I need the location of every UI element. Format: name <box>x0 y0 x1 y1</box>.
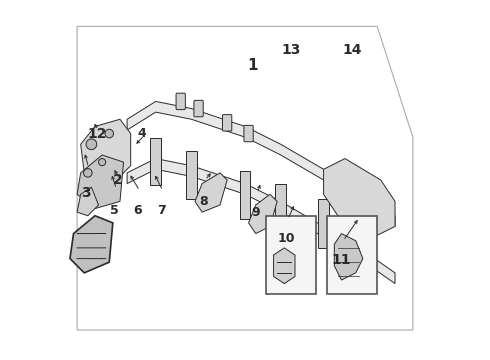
Polygon shape <box>81 119 131 187</box>
Polygon shape <box>186 151 197 199</box>
Polygon shape <box>70 216 113 273</box>
Polygon shape <box>323 158 395 237</box>
Text: 6: 6 <box>133 204 142 217</box>
Polygon shape <box>275 184 286 232</box>
Circle shape <box>83 168 92 177</box>
FancyBboxPatch shape <box>267 216 317 294</box>
Text: 5: 5 <box>110 204 119 217</box>
Polygon shape <box>195 173 227 212</box>
Text: 4: 4 <box>137 127 146 140</box>
Polygon shape <box>150 139 161 185</box>
Polygon shape <box>248 194 277 234</box>
Text: 1: 1 <box>247 58 257 73</box>
Text: 7: 7 <box>157 204 166 217</box>
Polygon shape <box>273 248 295 284</box>
Text: 11: 11 <box>332 253 351 267</box>
FancyBboxPatch shape <box>194 100 203 117</box>
Text: 3: 3 <box>81 185 91 199</box>
Polygon shape <box>77 187 98 216</box>
FancyBboxPatch shape <box>244 125 253 142</box>
FancyBboxPatch shape <box>222 114 232 131</box>
Circle shape <box>98 158 106 166</box>
Text: 10: 10 <box>277 233 295 246</box>
Circle shape <box>86 139 97 150</box>
Polygon shape <box>77 155 123 208</box>
FancyBboxPatch shape <box>327 216 377 294</box>
Text: 2: 2 <box>113 173 123 187</box>
Text: 14: 14 <box>343 42 362 57</box>
Polygon shape <box>127 158 395 284</box>
Polygon shape <box>318 199 329 248</box>
Polygon shape <box>334 234 363 280</box>
FancyBboxPatch shape <box>176 93 185 110</box>
Circle shape <box>105 129 114 138</box>
Polygon shape <box>127 102 395 226</box>
Polygon shape <box>354 212 365 261</box>
Text: 12: 12 <box>87 127 106 140</box>
Text: 9: 9 <box>251 206 260 219</box>
Polygon shape <box>240 171 250 219</box>
Text: 13: 13 <box>282 42 301 57</box>
Text: 8: 8 <box>199 195 208 208</box>
